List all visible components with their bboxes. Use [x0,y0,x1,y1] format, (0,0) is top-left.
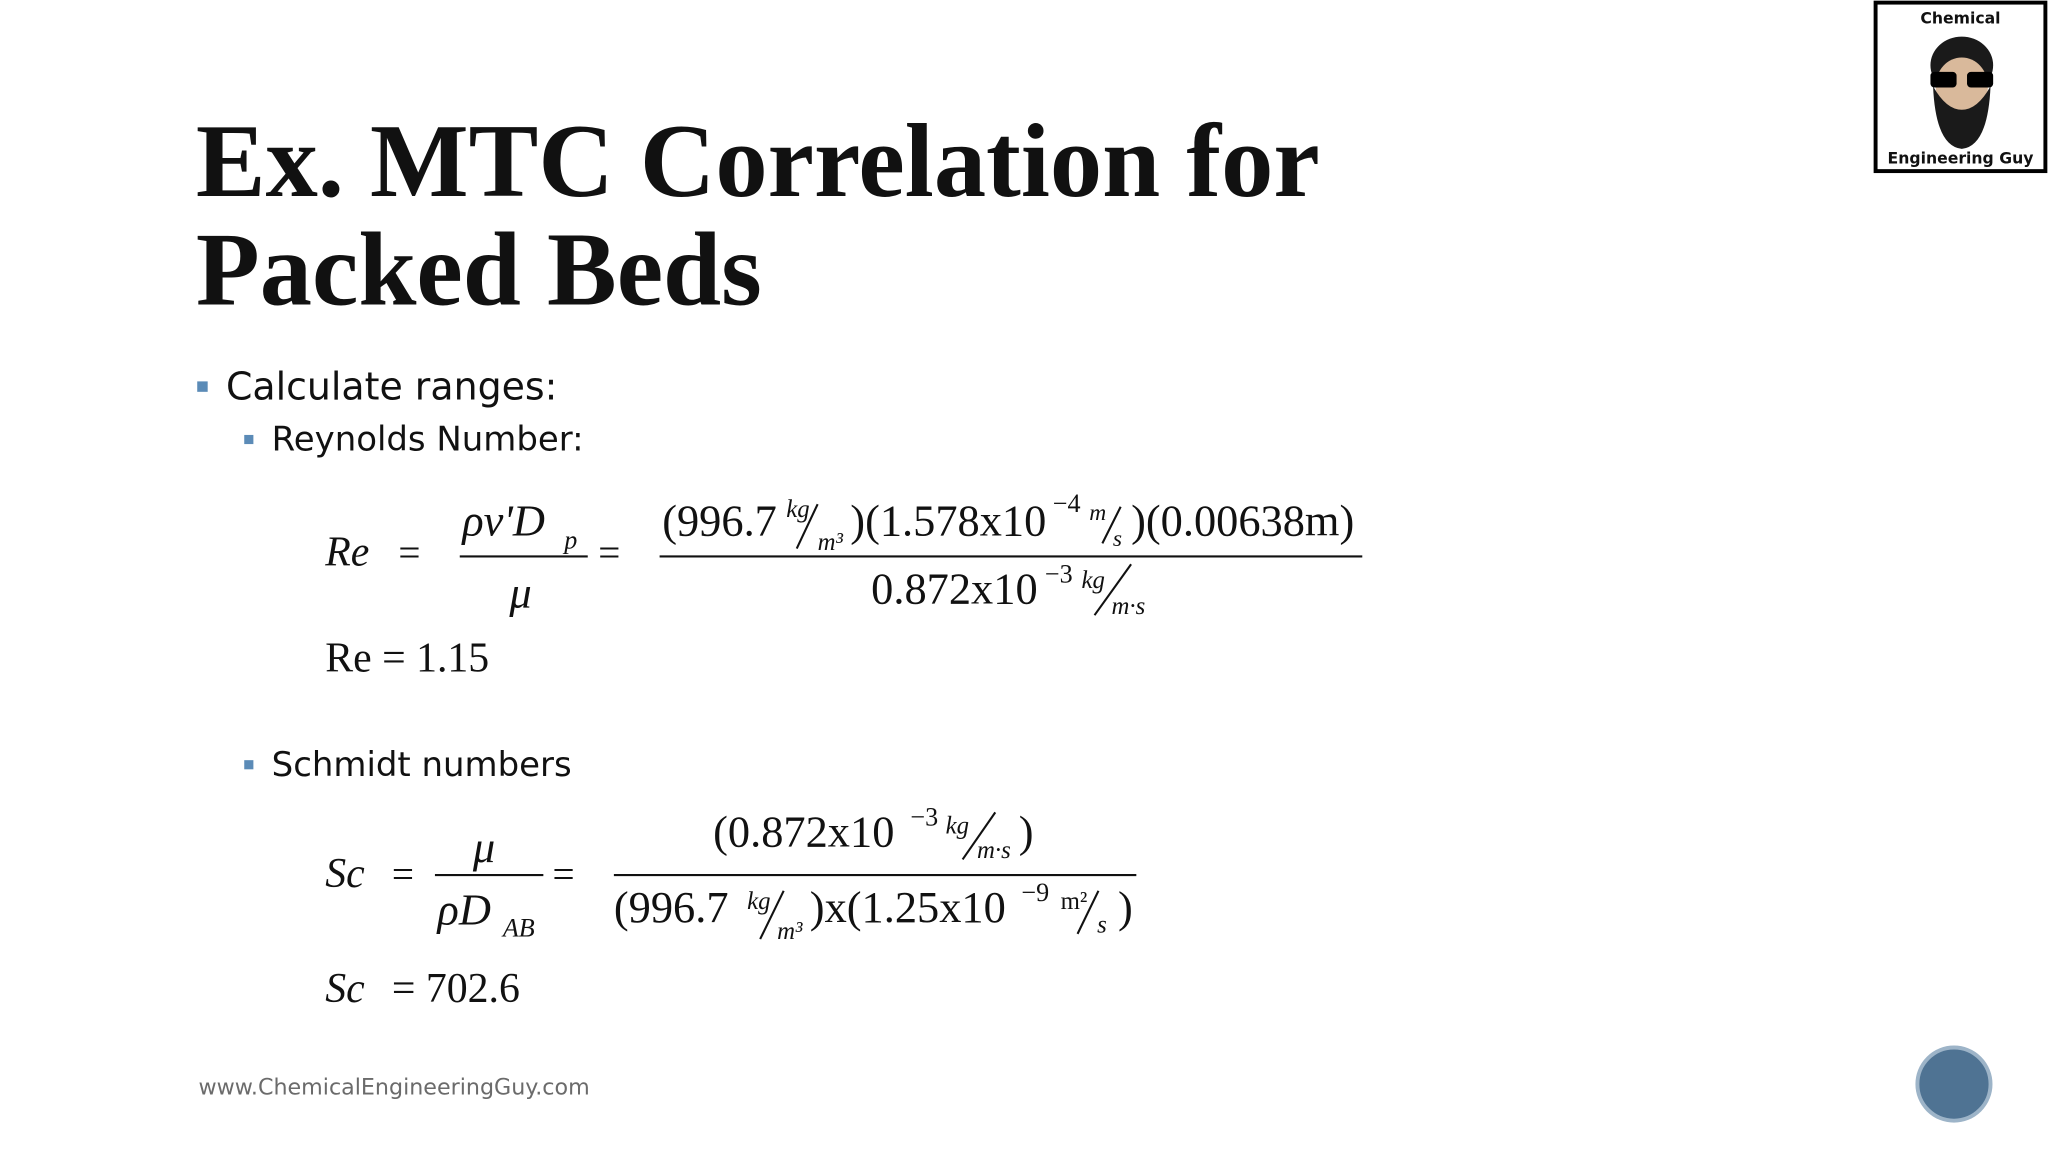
equation-term: = [552,853,574,896]
unit-slash [1101,506,1122,544]
unit-slash [961,811,997,861]
bullet-marker [244,760,254,770]
equation-term: = [392,853,414,896]
equation-term: = 702.6 [392,966,520,1012]
unit-slash [1093,563,1132,616]
equation-lines [434,503,1363,940]
equation-term: −3 [910,802,938,831]
equation-term: Re [324,530,369,576]
equation-term: ) [1118,882,1133,932]
equation-term: Sc [325,851,365,897]
equation-term: )(1.578x10 [850,496,1046,546]
equation-term: m³ [818,529,844,556]
equation-term: Sc [325,966,365,1012]
equation-term: s [1113,526,1122,552]
equation-term: s [1097,912,1107,939]
bullet-text: Schmidt numbers [272,745,572,785]
title-line: Ex. MTC Correlation for [196,103,1320,219]
equation-term: m³ [777,918,803,945]
logo-glasses [1967,71,1994,88]
title-line: Packed Beds [196,211,762,327]
equation-term: −9 [1021,878,1049,907]
equation-term: ρv'D [460,496,545,546]
equation-term: AB [501,913,535,942]
bullet-marker [197,381,208,392]
equation-term: −4 [1053,489,1081,518]
equation-term: Re = 1.15 [325,635,489,681]
equation-term: )x(1.25x10 [810,882,1006,932]
equation-term: m² [1061,888,1088,915]
equation-term: = [398,532,420,575]
bullet-text: Reynolds Number: [272,420,584,460]
equation-term: )(0.00638m) [1131,496,1354,546]
equation-term: ) [1019,806,1034,856]
logo-bottom: Engineering Guy [1888,148,2034,167]
equation-term: ρD [436,885,491,935]
logo-beard [1933,86,1991,149]
logo-face [1935,57,1988,115]
equation-term: kg [1081,567,1104,594]
logo-top: Chemical [1920,9,2000,28]
equation-term: m·s [1112,593,1146,620]
unit-slash [795,503,819,550]
logo-glasses [1930,71,1957,88]
equation-term: kg [747,888,770,915]
logo: Chemical Engineering Guy [1873,0,2048,174]
equation-term: = [598,532,620,575]
equation-term: kg [786,496,809,523]
equation-term: μ [472,822,495,872]
unit-slash [1076,890,1100,935]
equation-term: μ [508,567,531,617]
equation-term: −3 [1045,560,1073,589]
bullet-text: Calculate ranges: [226,365,557,409]
footer: www.ChemicalEngineeringGuy.com [199,1075,590,1101]
equation-term: m·s [977,837,1011,864]
equation-term: p [562,526,577,555]
equation-term: m [1089,500,1106,526]
equation-term: (996.7 [662,496,777,546]
equation-term: (0.872x10 [713,806,894,856]
equation-term: (996.7 [614,882,729,932]
equation-term: 0.872x10 [871,563,1037,613]
equation-term: kg [946,812,969,839]
nav-button[interactable] [1915,1045,1993,1123]
bullet-marker [244,434,254,445]
unit-slash [759,890,785,940]
